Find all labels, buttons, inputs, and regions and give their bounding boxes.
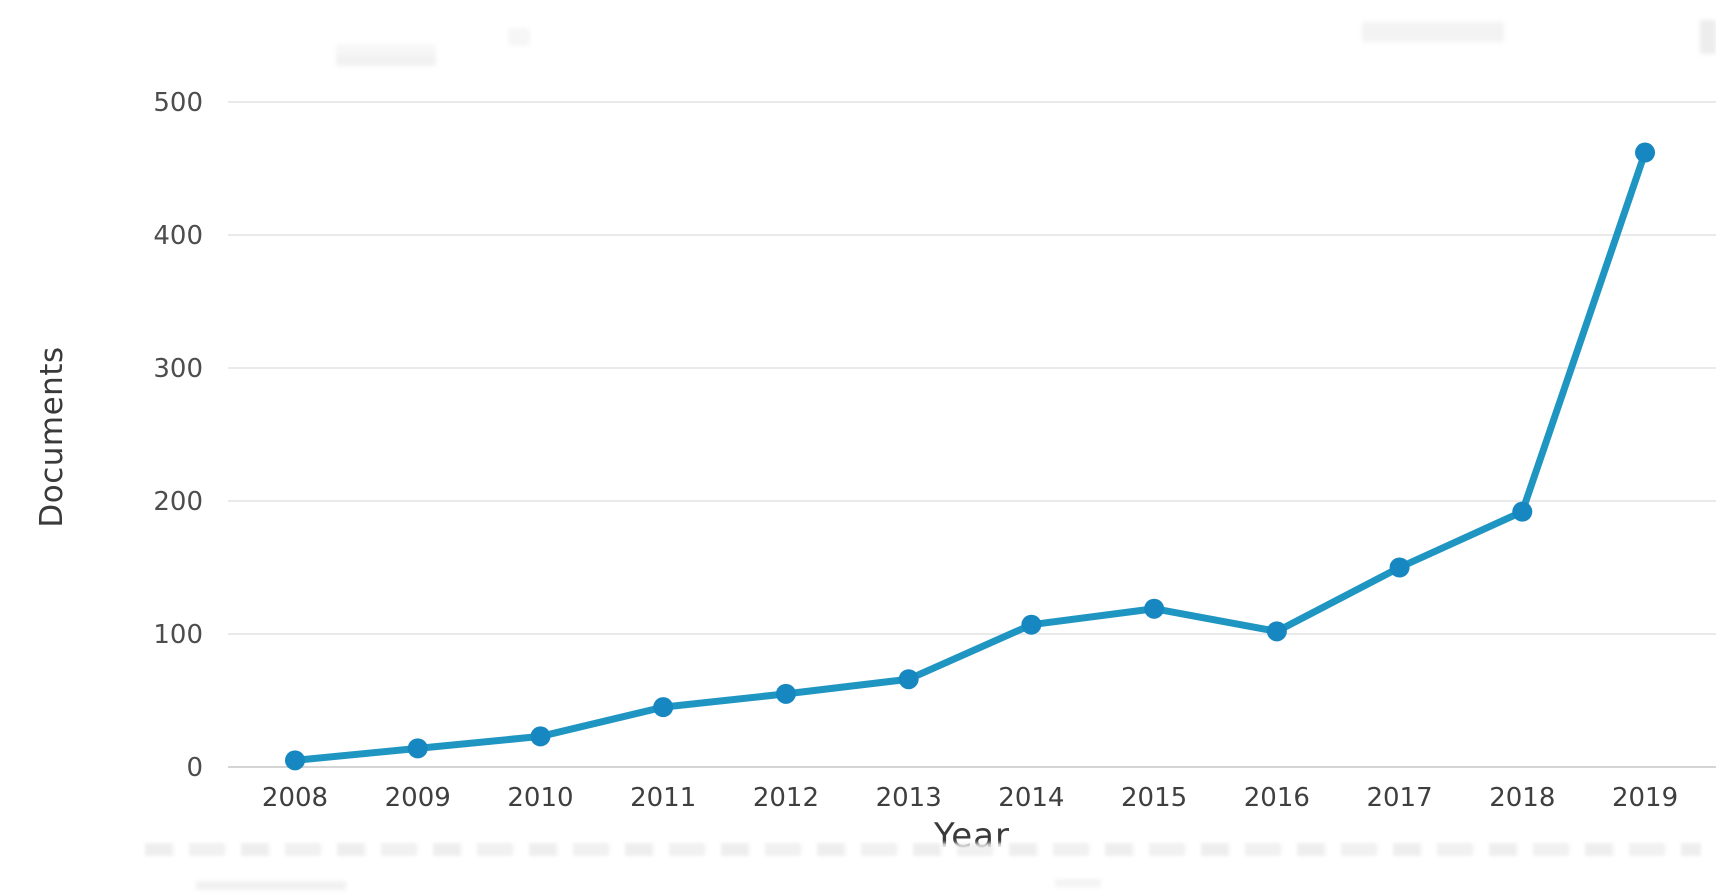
data-point-marker[interactable] [898, 669, 919, 690]
y-tick-label: 0 [186, 753, 203, 783]
data-point-marker[interactable] [285, 750, 305, 771]
data-point-marker[interactable] [653, 697, 674, 718]
data-point-marker[interactable] [1635, 142, 1656, 163]
data-point-marker[interactable] [1512, 501, 1533, 522]
y-axis-title: Documents [34, 346, 70, 528]
x-tick-label: 2018 [1489, 783, 1555, 813]
y-tick-label: 400 [153, 221, 203, 251]
data-point-marker[interactable] [1021, 614, 1042, 635]
x-tick-label: 2010 [507, 783, 573, 813]
data-point-marker[interactable] [1389, 557, 1410, 578]
x-tick-label: 2012 [753, 783, 819, 813]
data-point-marker[interactable] [407, 738, 428, 759]
x-tick-label: 2008 [262, 783, 328, 813]
x-tick-label: 2017 [1366, 783, 1432, 813]
x-tick-label: 2013 [876, 783, 942, 813]
y-tick-label: 300 [153, 354, 203, 384]
x-tick-label: 2014 [998, 783, 1064, 813]
x-tick-label: 2009 [385, 783, 451, 813]
x-tick-label: 2015 [1121, 783, 1187, 813]
y-tick-label: 100 [153, 620, 203, 650]
x-axis-title: Year [934, 816, 1010, 856]
y-tick-label: 500 [153, 88, 203, 118]
x-tick-label: 2011 [630, 783, 696, 813]
data-point-marker[interactable] [775, 683, 796, 704]
y-tick-label: 200 [153, 487, 203, 517]
x-tick-label: 2016 [1244, 783, 1310, 813]
trend-line [291, 149, 1649, 764]
data-point-marker[interactable] [1144, 598, 1165, 619]
data-point-marker[interactable] [530, 726, 551, 747]
data-point-marker[interactable] [1266, 621, 1287, 642]
x-tick-label: 2019 [1612, 783, 1678, 813]
